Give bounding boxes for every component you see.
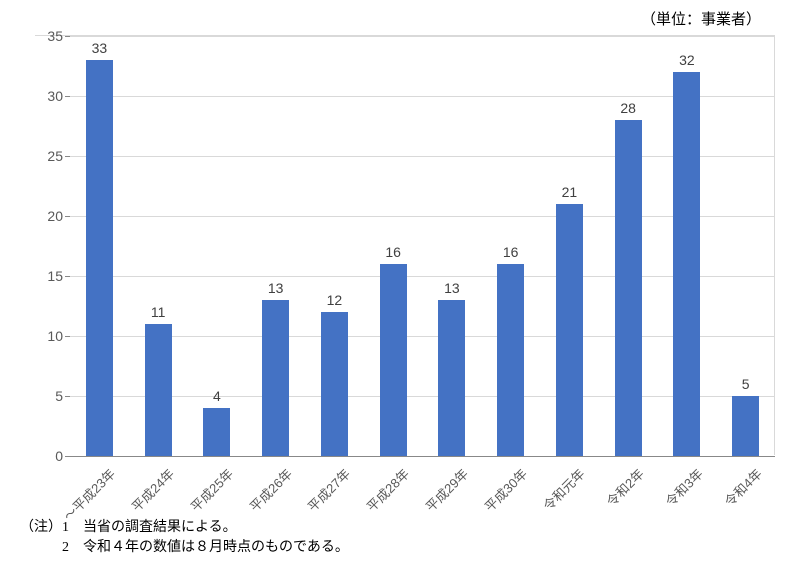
y-tick-label: 5 bbox=[33, 388, 63, 404]
bar bbox=[615, 120, 642, 456]
gridline bbox=[70, 336, 775, 337]
bar bbox=[673, 72, 700, 456]
bar-value-label: 32 bbox=[667, 52, 707, 68]
bar bbox=[321, 312, 348, 456]
bar bbox=[145, 324, 172, 456]
bar-value-label: 33 bbox=[79, 40, 119, 56]
bar-value-label: 12 bbox=[314, 292, 354, 308]
y-tick-mark bbox=[65, 216, 70, 217]
bar bbox=[497, 264, 524, 456]
bar bbox=[86, 60, 113, 456]
bar bbox=[262, 300, 289, 456]
x-tick-label: 平成27年 bbox=[303, 464, 354, 515]
x-tick-label: 平成29年 bbox=[421, 464, 472, 515]
x-tick-label: 平成30年 bbox=[479, 464, 530, 515]
bar-value-label: 5 bbox=[726, 376, 766, 392]
footnote-2: 2 令和４年の数値は８月時点のものである。 bbox=[20, 538, 349, 558]
y-tick-label: 30 bbox=[33, 88, 63, 104]
y-tick-label: 35 bbox=[33, 28, 63, 44]
x-tick-label: 令和元年 bbox=[539, 464, 589, 514]
y-tick-label: 20 bbox=[33, 208, 63, 224]
x-tick-label: ～平成23年 bbox=[59, 464, 119, 524]
x-tick-label: 令和4年 bbox=[719, 464, 765, 510]
y-tick-mark bbox=[65, 156, 70, 157]
x-tick-label: 平成28年 bbox=[362, 464, 413, 515]
x-tick-label: 令和2年 bbox=[602, 464, 648, 510]
x-tick-label: 平成26年 bbox=[244, 464, 295, 515]
unit-label: （単位：事業者） bbox=[641, 8, 761, 29]
bar bbox=[438, 300, 465, 456]
bar bbox=[380, 264, 407, 456]
bar-value-label: 21 bbox=[549, 184, 589, 200]
bar bbox=[556, 204, 583, 456]
y-tick-mark bbox=[65, 276, 70, 277]
plot-area: 051015202530353311413121613162128325 bbox=[70, 36, 775, 456]
y-tick-label: 25 bbox=[33, 148, 63, 164]
bar-value-label: 4 bbox=[197, 388, 237, 404]
x-tick-label: 平成24年 bbox=[127, 464, 178, 515]
bar-value-label: 13 bbox=[256, 280, 296, 296]
bar-value-label: 28 bbox=[608, 100, 648, 116]
gridline bbox=[70, 276, 775, 277]
bar-value-label: 13 bbox=[432, 280, 472, 296]
gridline bbox=[70, 36, 775, 37]
y-tick-mark bbox=[65, 396, 70, 397]
footnote-1: （注）1 当省の調査結果による。 bbox=[20, 518, 349, 538]
gridline bbox=[70, 396, 775, 397]
y-tick-mark bbox=[65, 36, 70, 37]
bar-value-label: 16 bbox=[373, 244, 413, 260]
footnotes: （注）1 当省の調査結果による。 2 令和４年の数値は８月時点のものである。 bbox=[20, 518, 349, 559]
gridline bbox=[70, 156, 775, 157]
gridline bbox=[70, 216, 775, 217]
bar bbox=[203, 408, 230, 456]
x-axis-labels: ～平成23年平成24年平成25年平成26年平成27年平成28年平成29年平成30… bbox=[70, 460, 775, 520]
y-tick-label: 0 bbox=[33, 448, 63, 464]
y-tick-label: 15 bbox=[33, 268, 63, 284]
bar-value-label: 16 bbox=[491, 244, 531, 260]
gridline bbox=[70, 456, 775, 457]
x-tick-label: 令和3年 bbox=[660, 464, 706, 510]
y-tick-mark bbox=[65, 96, 70, 97]
y-tick-label: 10 bbox=[33, 328, 63, 344]
gridline bbox=[70, 96, 775, 97]
x-tick-label: 平成25年 bbox=[186, 464, 237, 515]
y-tick-mark bbox=[65, 336, 70, 337]
y-tick-mark bbox=[65, 456, 70, 457]
bar-value-label: 11 bbox=[138, 304, 178, 320]
bar bbox=[732, 396, 759, 456]
bar-chart: 051015202530353311413121613162128325 bbox=[35, 35, 775, 455]
